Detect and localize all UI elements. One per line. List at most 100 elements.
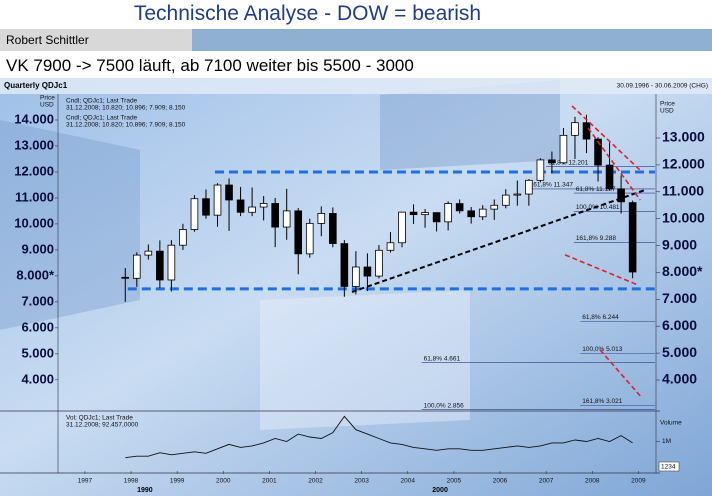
era-label: 2000 <box>432 487 448 494</box>
candle-body <box>294 210 303 255</box>
badge: 1234 <box>661 464 676 471</box>
candle-body <box>582 122 591 140</box>
candle-body <box>236 199 245 213</box>
author-bar <box>0 29 192 51</box>
fib-label: 161,8% 9.288 <box>576 235 617 242</box>
x-tick-label: 2001 <box>262 478 277 485</box>
chart-title: Quarterly QDJc1 <box>4 81 68 90</box>
channel-line <box>587 127 641 201</box>
author: Robert Schittler <box>6 33 89 47</box>
y-tick-label: 7.000 <box>21 293 54 308</box>
y-tick-label: 12.000 <box>14 163 54 178</box>
candle-body <box>605 164 614 190</box>
y2-tick-label: 4.000 <box>662 371 697 387</box>
x-tick-label: 2008 <box>585 478 600 485</box>
fib-label: 61,8% 4.661 <box>424 355 461 362</box>
x-tick-label: 2003 <box>354 478 369 485</box>
candle-body <box>628 202 637 273</box>
y2-tick-label: 11.000 <box>662 182 704 198</box>
candle-body <box>144 250 153 256</box>
candle-body <box>305 222 314 255</box>
x-tick-label: 2007 <box>539 478 554 485</box>
candle-body <box>398 211 406 244</box>
candle-body <box>179 229 187 246</box>
y-tick-label: 14.000 <box>14 111 54 126</box>
x-tick-label: 2005 <box>447 478 462 485</box>
volume-legend: Vol; QDJc1; Last Trade <box>66 415 133 422</box>
y-label: USD <box>40 102 54 109</box>
y2-tick-label: 9.000 <box>662 236 697 252</box>
candle-body <box>455 203 464 212</box>
photo-shape <box>260 290 470 430</box>
y-tick-label: 5.000 <box>21 345 54 360</box>
candle-body <box>478 208 487 218</box>
fib-label: 100,0% 2.856 <box>424 402 465 409</box>
candle-body <box>548 159 556 164</box>
candle-body <box>513 193 522 196</box>
x-tick-label: 1999 <box>170 478 185 485</box>
fib-label: 100,0% 5.013 <box>582 346 623 353</box>
legend-text: 31.12.2008; 10.820; 10.896; 7.909; 8.150 <box>66 105 186 112</box>
fib-label: 61,8% 6.244 <box>582 314 619 321</box>
date-range: 30.09.1996 - 30.06.2009 (CHG) <box>617 83 708 90</box>
candle-body <box>409 211 418 216</box>
y2-tick-label: 10.000 <box>662 209 705 225</box>
y2-tick-label: 8.000* <box>662 263 703 279</box>
chart-header <box>0 78 712 94</box>
accent-bar <box>192 29 712 51</box>
legend-text: Cndl; QDJc1; Last Trade <box>66 115 138 122</box>
y-tick-label: 9.000 <box>21 241 54 256</box>
subtitle: VK 7900 -> 7500 läuft, ab 7100 weiter bi… <box>6 56 414 75</box>
y2-tick-label: 7.000 <box>662 290 697 306</box>
y-label: Price <box>40 95 55 102</box>
x-tick-label: 1997 <box>78 478 93 485</box>
y-tick-label: 13.000 <box>14 137 54 152</box>
volume-line <box>125 415 633 459</box>
candle-body <box>329 213 337 244</box>
candle-body <box>490 204 499 210</box>
candle-body <box>132 254 141 279</box>
y-tick-label: 11.000 <box>15 189 54 204</box>
candle-body <box>282 210 291 228</box>
legend-text: Cndl; QDJc1; Last Trade <box>66 98 138 105</box>
candle-body <box>248 206 256 213</box>
y-tick-label: 4.000 <box>21 371 54 386</box>
x-tick-label: 2000 <box>216 478 231 485</box>
photo-shape <box>0 120 140 330</box>
candle-body <box>167 244 176 281</box>
candle-body <box>525 179 533 195</box>
channel-line <box>571 105 643 173</box>
candle-body <box>317 213 326 224</box>
trend-line <box>351 188 646 293</box>
y-tick-label: 6.000 <box>21 319 54 334</box>
candle-body <box>363 266 372 277</box>
fib-label: 61,8% 11.187 <box>576 186 616 193</box>
y2-tick-label: 5.000 <box>662 344 697 360</box>
fib-label: 61,8% 12.201 <box>548 159 589 166</box>
candle-body <box>259 203 268 208</box>
candle-body <box>559 134 568 164</box>
candle-body <box>202 198 210 216</box>
x-tick-label: 2004 <box>401 478 416 485</box>
channel-line <box>599 349 641 397</box>
legend-text: 31.12.2008; 10.820; 10.896; 7.909; 8.150 <box>66 122 186 129</box>
candle-body <box>594 138 602 166</box>
candle-body <box>121 276 130 279</box>
volume-tick-label: 1M <box>662 438 671 445</box>
x-tick-label: 2009 <box>631 478 646 485</box>
candle-body <box>501 194 510 206</box>
volume-label: Volume <box>660 420 682 427</box>
y2-label: USD <box>660 108 674 115</box>
x-tick-label: 2006 <box>493 478 508 485</box>
candle-body <box>156 250 164 281</box>
badge-box <box>658 461 680 472</box>
candle-body <box>386 242 395 251</box>
candle-body <box>617 188 625 203</box>
photo-shape <box>380 80 560 170</box>
volume-legend: 31.12.2008; 92.457,0000 <box>66 422 139 429</box>
era-label: 1990 <box>137 487 153 494</box>
candle-body <box>571 122 579 136</box>
y-tick-label: 8.000* <box>16 267 55 282</box>
candle-body <box>444 203 452 223</box>
